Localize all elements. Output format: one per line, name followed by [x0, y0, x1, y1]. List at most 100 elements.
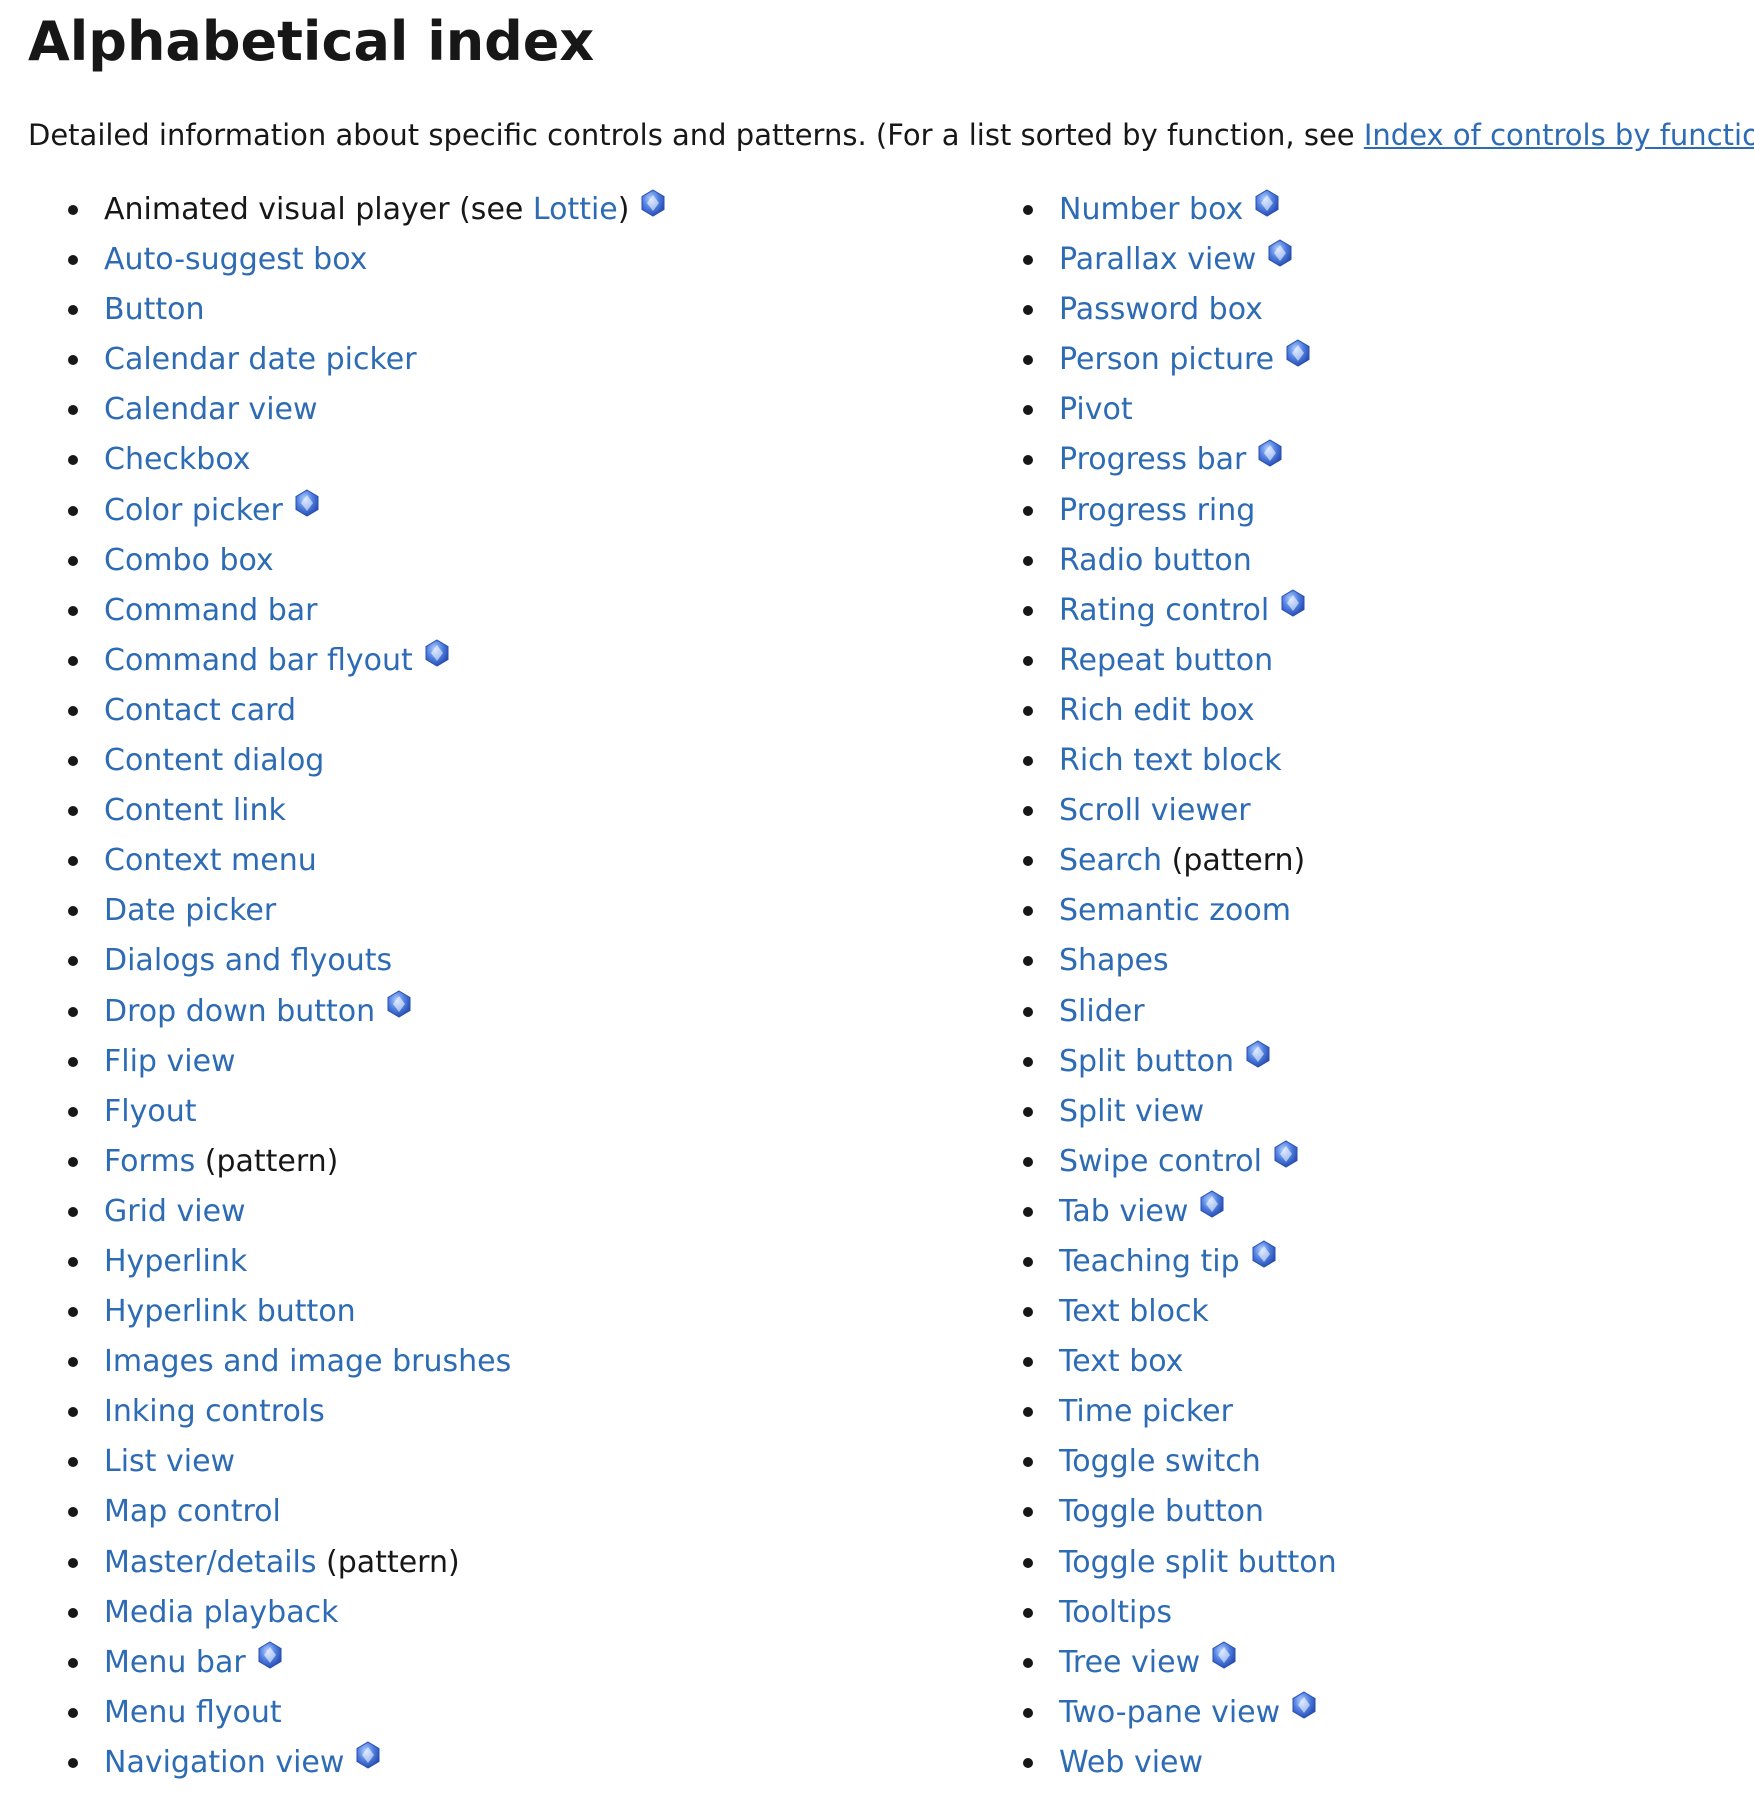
link-calendar-date-picker[interactable]: Calendar date picker — [104, 342, 417, 378]
list-item: Slider — [1021, 987, 1337, 1037]
list-item: Toggle switch — [1021, 1437, 1337, 1487]
link-radio-button[interactable]: Radio button — [1059, 542, 1252, 578]
index-by-function-link[interactable]: Index of controls by function — [1363, 118, 1754, 152]
link-menu-bar[interactable]: Menu bar — [104, 1644, 246, 1680]
link-time-picker[interactable]: Time picker — [1059, 1394, 1233, 1430]
link-progress-bar[interactable]: Progress bar — [1059, 442, 1247, 478]
link-menu-flyout[interactable]: Menu flyout — [104, 1694, 282, 1730]
list-item: Button — [66, 285, 667, 335]
link-toggle-switch[interactable]: Toggle switch — [1059, 1444, 1261, 1480]
list-item: Master/details (pattern) — [66, 1538, 667, 1588]
list-item: Toggle split button — [1021, 1538, 1337, 1588]
link-person-picture[interactable]: Person picture — [1059, 342, 1275, 378]
list-item: Person picture — [1021, 335, 1337, 385]
list-item: Menu flyout — [66, 1688, 667, 1738]
winui-badge-icon — [1284, 339, 1312, 367]
link-hyperlink[interactable]: Hyperlink — [104, 1243, 248, 1279]
link-map-control[interactable]: Map control — [104, 1494, 281, 1530]
link-parallax-view[interactable]: Parallax view — [1059, 242, 1257, 278]
list-item: Command bar — [66, 586, 667, 636]
link-media-playback[interactable]: Media playback — [104, 1594, 339, 1630]
list-item: Progress ring — [1021, 486, 1337, 536]
link-inking-controls[interactable]: Inking controls — [104, 1394, 325, 1430]
list-item: Progress bar — [1021, 435, 1337, 485]
link-color-picker[interactable]: Color picker — [104, 492, 283, 528]
list-item: Tree view — [1021, 1638, 1337, 1688]
link-split-view[interactable]: Split view — [1059, 1093, 1205, 1129]
link-teaching-tip[interactable]: Teaching tip — [1059, 1243, 1240, 1279]
link-repeat-button[interactable]: Repeat button — [1059, 642, 1274, 678]
list-item: Combo box — [66, 536, 667, 586]
link-drop-down-button[interactable]: Drop down button — [104, 993, 376, 1029]
link-contact-card[interactable]: Contact card — [104, 692, 296, 728]
link-semantic-zoom[interactable]: Semantic zoom — [1059, 893, 1291, 929]
list-item: Dialogs and flyouts — [66, 936, 667, 986]
list-item: Rating control — [1021, 586, 1337, 636]
link-progress-ring[interactable]: Progress ring — [1059, 492, 1256, 528]
list-item: Password box — [1021, 285, 1337, 335]
link-date-picker[interactable]: Date picker — [104, 893, 277, 929]
list-item: Scroll viewer — [1021, 786, 1337, 836]
link-tab-view[interactable]: Tab view — [1059, 1193, 1189, 1229]
right-column-list: Number box Parallax view Password box Perso… — [1021, 185, 1337, 1788]
list-item: Semantic zoom — [1021, 886, 1337, 936]
link-number-box[interactable]: Number box — [1059, 192, 1244, 227]
link-grid-view[interactable]: Grid view — [104, 1193, 246, 1229]
link-web-view[interactable]: Web view — [1059, 1744, 1204, 1780]
link-flip-view[interactable]: Flip view — [104, 1043, 236, 1079]
list-item: Content link — [66, 786, 667, 836]
link-rich-edit-box[interactable]: Rich edit box — [1059, 692, 1255, 728]
link-forms[interactable]: Forms — [104, 1143, 196, 1179]
winui-badge-icon — [256, 1641, 284, 1669]
link-tooltips[interactable]: Tooltips — [1059, 1594, 1173, 1630]
item-suffix-text: (pattern) — [195, 1143, 339, 1179]
link-list-view[interactable]: List view — [104, 1444, 236, 1480]
link-text-box[interactable]: Text box — [1059, 1344, 1184, 1380]
link-flyout[interactable]: Flyout — [104, 1093, 197, 1129]
list-item: Grid view — [66, 1187, 667, 1237]
link-rich-text-block[interactable]: Rich text block — [1059, 743, 1282, 779]
link-slider[interactable]: Slider — [1059, 993, 1145, 1029]
link-calendar-view[interactable]: Calendar view — [104, 392, 318, 428]
winui-badge-icon — [1250, 1240, 1278, 1269]
link-navigation-view[interactable]: Navigation view — [104, 1744, 345, 1780]
link-hyperlink-button[interactable]: Hyperlink button — [104, 1294, 356, 1330]
left-column-list: Animated visual player (see Lottie) Auto-… — [66, 185, 667, 1788]
link-combo-box[interactable]: Combo box — [104, 542, 274, 578]
winui-badge-icon — [1210, 1641, 1238, 1669]
link-password-box[interactable]: Password box — [1059, 292, 1263, 328]
winui-badge-icon — [1253, 188, 1281, 217]
link-images-and-image-brushes[interactable]: Images and image brushes — [104, 1344, 512, 1380]
winui-badge-icon — [423, 639, 451, 667]
link-checkbox[interactable]: Checkbox — [104, 442, 251, 478]
link-toggle-split-button[interactable]: Toggle split button — [1059, 1544, 1337, 1580]
list-item: Two-pane view — [1021, 1688, 1337, 1738]
link-two-pane-view[interactable]: Two-pane view — [1059, 1694, 1281, 1730]
link-content-link[interactable]: Content link — [104, 793, 286, 829]
link-tree-view[interactable]: Tree view — [1059, 1644, 1201, 1680]
list-item: Number box — [1021, 185, 1337, 235]
link-dialogs-and-flyouts[interactable]: Dialogs and flyouts — [104, 943, 393, 979]
list-item: Radio button — [1021, 536, 1337, 586]
link-text-block[interactable]: Text block — [1059, 1294, 1209, 1330]
link-toggle-button[interactable]: Toggle button — [1059, 1494, 1264, 1530]
link-lottie[interactable]: Lottie — [532, 192, 618, 227]
link-swipe-control[interactable]: Swipe control — [1059, 1143, 1262, 1179]
link-command-bar-flyout[interactable]: Command bar flyout — [104, 642, 413, 678]
link-split-button[interactable]: Split button — [1059, 1043, 1235, 1079]
link-auto-suggest-box[interactable]: Auto-suggest box — [104, 242, 368, 278]
link-search[interactable]: Search — [1059, 843, 1163, 879]
link-content-dialog[interactable]: Content dialog — [104, 743, 325, 779]
link-scroll-viewer[interactable]: Scroll viewer — [1059, 793, 1251, 829]
link-command-bar[interactable]: Command bar — [104, 592, 318, 628]
list-item: Contact card — [66, 686, 667, 736]
link-master-details[interactable]: Master/details — [104, 1544, 317, 1580]
list-item: Command bar flyout — [66, 636, 667, 686]
link-rating-control[interactable]: Rating control — [1059, 592, 1270, 628]
link-shapes[interactable]: Shapes — [1059, 943, 1169, 979]
list-item: Drop down button — [66, 987, 667, 1037]
list-item: Date picker — [66, 886, 667, 936]
link-context-menu[interactable]: Context menu — [104, 843, 317, 879]
link-button[interactable]: Button — [104, 292, 205, 328]
link-pivot[interactable]: Pivot — [1059, 392, 1133, 428]
